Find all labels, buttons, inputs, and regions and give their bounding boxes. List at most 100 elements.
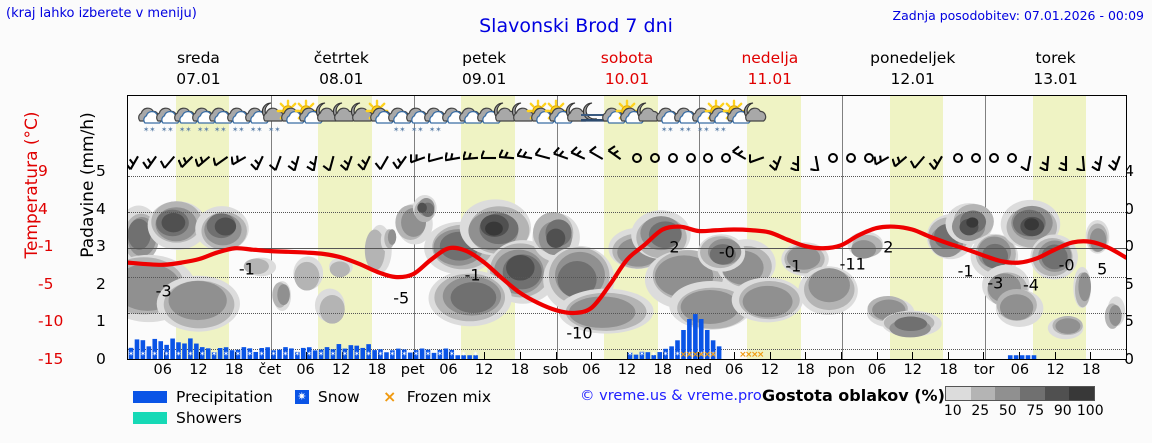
precipitation-axis-title: Padavine (mm/h) — [78, 112, 98, 258]
svg-text:✶: ✶ — [211, 350, 217, 358]
svg-text:×: × — [686, 350, 694, 359]
time-axis: 06 12 18 čet 06 12 18 pet 06 12 18 sob 06 12 18 ned 06 12… — [127, 362, 1127, 382]
temperature-label: 2 — [669, 237, 680, 257]
time-label: 12 — [760, 362, 780, 378]
axis-tick — [377, 352, 379, 359]
svg-text:×: × — [751, 350, 759, 359]
cloud-scale-step-1 — [970, 387, 996, 400]
wind-barb — [128, 141, 150, 171]
wind-barb — [462, 141, 489, 171]
wind-barb — [374, 141, 400, 171]
wind-barb — [303, 141, 329, 172]
legend-item-snow: ✷ Snow — [294, 388, 360, 406]
precipitation-swatch — [133, 390, 167, 403]
axis-tick — [662, 352, 664, 359]
day-header-3: petek 09.01 — [413, 48, 556, 92]
svg-text:✶: ✶ — [473, 350, 479, 358]
time-label: 18 — [796, 362, 815, 378]
wind-barb — [230, 141, 257, 171]
temperature-tick-4: -10 — [38, 312, 64, 331]
svg-text:✶: ✶ — [247, 350, 253, 358]
axis-tick — [163, 352, 165, 359]
axis-tick — [698, 352, 700, 359]
wind-barb-calm — [660, 141, 686, 171]
wind-barb-calm — [642, 141, 668, 171]
svg-text:✶✶: ✶✶ — [714, 125, 727, 134]
wind-barb-calm — [713, 141, 739, 171]
weather-icon-moon-fog — [578, 99, 612, 137]
wind-barb — [212, 141, 239, 171]
time-label: čet — [258, 362, 282, 378]
wind-barb — [1053, 141, 1079, 172]
day-date: 12.01 — [890, 70, 935, 88]
svg-text:✶: ✶ — [698, 350, 704, 358]
time-label: pet — [400, 362, 425, 378]
temperature-label: -11 — [839, 254, 866, 274]
page-title: Slavonski Brod 7 dni — [479, 15, 673, 37]
axis-tick — [627, 352, 628, 359]
wind-barb — [497, 141, 525, 171]
temperature-label: -1 — [957, 261, 974, 281]
svg-text:✶: ✶ — [627, 350, 633, 358]
svg-text:✶: ✶ — [461, 350, 467, 358]
axis-tick — [555, 352, 557, 359]
axis-tick — [1019, 352, 1021, 359]
wind-barb — [552, 141, 579, 171]
svg-text:✶: ✶ — [259, 350, 265, 358]
svg-text:✶: ✶ — [235, 350, 241, 358]
time-label: 18 — [939, 362, 958, 378]
wind-barb — [767, 141, 793, 171]
precipitation-legend: Precipitation ✷ Snow × Frozen mix Shower… — [133, 386, 563, 428]
temperature-label: -5 — [393, 288, 410, 308]
day-name: nedelja — [741, 49, 799, 67]
wind-barb-calm — [820, 141, 846, 171]
time-label: 12 — [903, 362, 922, 378]
day-name: torek — [1035, 49, 1076, 67]
day-header-7: torek 13.01 — [984, 48, 1127, 92]
last-update-label: Zadnja posodobitev: 07.01.2026 - 00:09 — [892, 8, 1144, 23]
svg-text:×: × — [757, 350, 765, 359]
wind-barb — [480, 141, 507, 171]
wind-barb — [320, 141, 346, 172]
time-label: 18 — [1082, 362, 1101, 378]
day-date: 10.01 — [604, 70, 650, 88]
wind-barb — [570, 141, 596, 171]
axis-tick — [805, 352, 807, 359]
wind-barb — [142, 141, 168, 171]
wind-barb — [426, 141, 454, 171]
svg-text:✶✶: ✶✶ — [661, 125, 674, 134]
svg-text:✶: ✶ — [294, 350, 300, 358]
time-label: 12 — [189, 362, 208, 378]
temperature-tick-3: -5 — [38, 274, 54, 293]
time-label: 18 — [367, 362, 387, 378]
time-label: 06 — [724, 362, 744, 378]
wind-barb — [1088, 141, 1114, 172]
svg-text:✶✶: ✶✶ — [429, 125, 442, 134]
time-label: 12 — [474, 362, 494, 378]
temperature-line — [128, 227, 1126, 313]
wind-barb — [1035, 141, 1061, 172]
svg-text:✶: ✶ — [128, 350, 134, 358]
cloud-scale-step-4 — [1044, 387, 1070, 400]
wind-barb — [177, 141, 204, 171]
wind-barb — [1017, 141, 1043, 172]
svg-text:✶: ✶ — [686, 350, 692, 358]
svg-text:✶: ✶ — [354, 350, 360, 358]
copyright-link[interactable]: © vreme.us & vreme.pro — [580, 388, 762, 404]
svg-text:✶✶: ✶✶ — [161, 125, 174, 134]
svg-text:✶✶: ✶✶ — [393, 125, 406, 134]
svg-text:✶✶: ✶✶ — [179, 125, 192, 134]
temperature-label: -3 — [155, 281, 172, 300]
svg-text:✶: ✶ — [318, 350, 324, 358]
cloud-scale-step-5 — [1069, 387, 1095, 400]
axis-tick — [484, 352, 486, 359]
svg-text:✶: ✶ — [366, 350, 372, 358]
cloud-scale-label-0: 10 — [943, 403, 962, 419]
precipitation-bars: ✶ ✶ ✶ ✶ ✶ ✶ ✶ ✶ ✶ ✶ ✶ ✶ ✶ ✶ ✶ ✶ ✶ ✶ ✶ ✶ ✶ ✶ ✶ ✶ ✶ ✶ ✶ ✶ ✶ ✶ ✶ ✶ ✶ ✶ ✶ ✶ ✶ ✶××… — [128, 314, 1037, 359]
weather-icon-moon-cloud — [739, 99, 773, 137]
cloud-scale-step-2 — [995, 387, 1021, 400]
day-header-4: sobota 10.01 — [556, 48, 699, 92]
day-date: 08.01 — [319, 70, 364, 88]
wind-barb-calm — [678, 141, 704, 171]
day-date: 13.01 — [1033, 70, 1078, 88]
